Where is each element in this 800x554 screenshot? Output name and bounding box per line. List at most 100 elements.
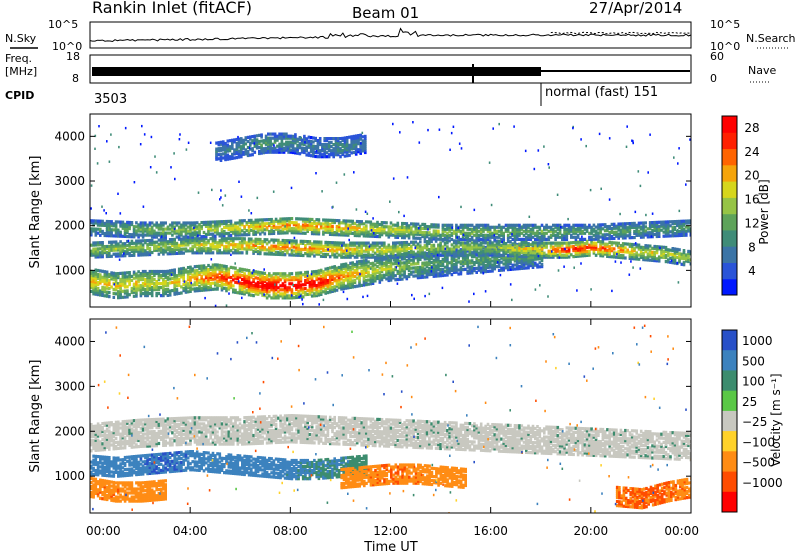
power-echo-cell	[283, 294, 287, 298]
power-echo-cell	[655, 245, 659, 249]
power-echo-cell	[283, 278, 287, 282]
power-echo-cell	[175, 282, 179, 286]
power-echo-cell	[295, 275, 298, 279]
power-echo-cell	[470, 235, 474, 239]
power-echo-cell	[254, 224, 258, 228]
power-echo-cell	[450, 267, 454, 271]
power-echo-cell	[198, 249, 201, 253]
power-echo-cell	[110, 271, 113, 275]
power-echo-cell	[450, 247, 454, 251]
power-echo-cell	[277, 278, 280, 282]
power-echo-cell	[306, 219, 309, 223]
power-echo-cell	[214, 222, 217, 226]
power-echo-cell	[301, 273, 305, 277]
power-echo-cell	[617, 241, 620, 245]
power-echo-cell	[401, 255, 404, 259]
power-echo-cell	[455, 245, 458, 249]
power-echo-cell	[516, 265, 519, 269]
power-echo-cell	[277, 286, 280, 290]
power-echo-cell	[619, 230, 623, 234]
power-echo-cell	[484, 247, 487, 251]
power-echo-cell	[198, 251, 201, 255]
power-echo-cell	[310, 225, 314, 230]
power-echo-cell	[603, 229, 607, 233]
power-echo-cell	[538, 235, 542, 239]
power-echo-cell	[180, 267, 183, 271]
power-echo-cell	[281, 231, 285, 235]
power-echo-cell	[322, 290, 325, 294]
power-echo-cell	[520, 244, 524, 248]
power-echo-cell	[105, 292, 109, 296]
power-echo-cell	[223, 232, 226, 236]
power-echo-cell	[491, 265, 494, 269]
power-echo-cell	[405, 259, 409, 263]
power-echo-cell	[583, 250, 587, 254]
power-echo-cell	[144, 269, 147, 274]
power-echo-cell	[376, 234, 379, 239]
power-echo-cell	[441, 257, 445, 261]
power-echo-cell	[299, 241, 303, 245]
power-echo-cell	[99, 269, 102, 273]
power-echo-cell	[502, 239, 505, 243]
power-echo-cell	[198, 237, 201, 241]
power-echo-cell	[277, 238, 280, 242]
power-echo-cell	[687, 249, 690, 253]
power-echo-cell	[416, 270, 420, 274]
power-echo-cell	[193, 273, 197, 277]
power-echo-cell	[464, 237, 467, 241]
power-echo-cell	[225, 281, 228, 285]
power-echo-cell	[378, 255, 382, 259]
power-echo-cell	[513, 263, 517, 267]
power-echo-cell	[378, 229, 382, 233]
power-echo-cell	[599, 246, 602, 250]
power-echo-cell	[403, 245, 406, 249]
power-echo-cell	[561, 247, 564, 251]
cpid-label: CPID	[5, 89, 34, 102]
power-echo-cell	[342, 233, 345, 237]
power-echo-cell	[414, 222, 418, 226]
power-echo-cell	[678, 256, 681, 260]
power-echo-cell	[351, 227, 354, 231]
power-echo-cell	[216, 247, 219, 251]
power-echo-cell	[628, 250, 632, 254]
power-echo-cell	[148, 231, 152, 235]
power-echo-cell	[162, 242, 165, 246]
power-echo-cell	[437, 256, 440, 260]
power-echo-cell	[241, 241, 244, 245]
power-echo-cell	[518, 244, 521, 249]
power-echo-cell	[484, 264, 487, 268]
power-echo-cell	[191, 245, 194, 249]
power-echo-cell	[477, 258, 481, 262]
power-echo-cell	[250, 287, 253, 291]
power-echo-cell	[250, 247, 253, 251]
power-echo-cell	[529, 231, 533, 235]
power-echo-cell	[516, 237, 519, 241]
power-echo-cell	[121, 248, 125, 252]
power-echo-cell	[534, 225, 537, 229]
power-echo-cell	[349, 275, 352, 279]
power-echo-cell	[606, 242, 609, 246]
power-echo-cell	[430, 252, 433, 256]
power-echo-cell	[155, 288, 158, 292]
power-echo-cell	[263, 271, 267, 275]
power-echo-cell	[286, 274, 289, 278]
power-echo-cell	[407, 246, 411, 250]
power-echo-cell	[527, 253, 530, 257]
power-echo-cell	[155, 221, 158, 225]
power-echo-cell	[283, 223, 287, 227]
power-echo-cell	[601, 237, 605, 241]
power-echo-cell	[186, 286, 190, 290]
power-echo-cell	[207, 278, 210, 282]
power-echo-cell	[214, 269, 217, 273]
power-echo-cell	[108, 283, 111, 287]
power-echo-cell	[324, 220, 327, 224]
power-echo-cell	[610, 228, 614, 232]
power-echo-cell	[574, 246, 578, 250]
power-echo-cell	[236, 227, 240, 231]
power-echo-cell	[236, 229, 240, 233]
power-echo-cell	[540, 259, 544, 263]
power-echo-cell	[135, 247, 138, 251]
power-echo-cell	[328, 226, 332, 230]
power-echo-cell	[214, 273, 217, 277]
power-echo-cell	[139, 290, 143, 294]
